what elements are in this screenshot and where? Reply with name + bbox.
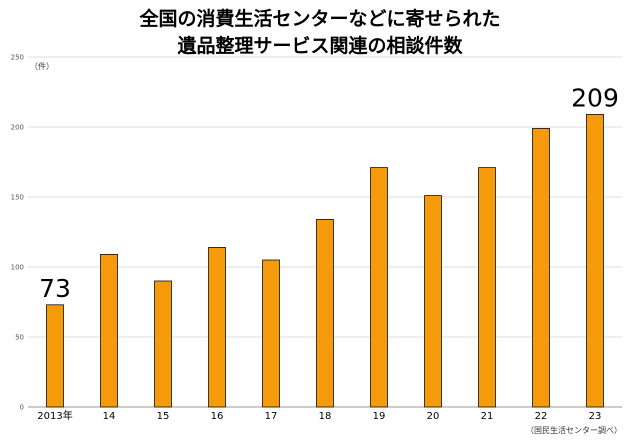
y-tick-label: 250 (11, 54, 24, 62)
x-tick-label: 17 (265, 411, 278, 422)
bar-14 (100, 253, 118, 408)
data-label: 73 (39, 274, 71, 303)
y-tick-label: 50 (15, 334, 24, 342)
y-tick-label: 200 (11, 124, 24, 132)
bar-20 (424, 195, 442, 408)
x-tick-label: 16 (211, 411, 224, 422)
x-tick-label: 15 (157, 411, 170, 422)
x-tick-label: 2013年 (37, 409, 72, 422)
x-tick-label: 21 (481, 411, 494, 422)
y-tick-label: 100 (11, 264, 24, 272)
chart-title: 全国の消費生活センターなどに寄せられた 遺品整理サービス関連の相談件数 (0, 6, 640, 60)
x-tick-label: 20 (427, 411, 440, 422)
bar-17 (262, 259, 280, 408)
y-tick-label: 150 (11, 194, 24, 202)
chart-title-line-2: 遺品整理サービス関連の相談件数 (177, 35, 463, 57)
y-tick-label: 0 (20, 404, 24, 412)
data-label: 209 (571, 83, 619, 112)
bar-15 (154, 280, 172, 408)
x-tick-label: 23 (589, 411, 602, 422)
bar-18 (316, 218, 334, 408)
bar-2013年 (46, 304, 64, 408)
x-tick-label: 18 (319, 411, 332, 422)
y-axis-label: （件） (30, 62, 54, 71)
bar-19 (370, 167, 388, 408)
chart-title-line-1: 全国の消費生活センターなどに寄せられた (139, 8, 501, 30)
source-note: （国民生活センター調べ） (526, 426, 622, 435)
bar-23 (586, 114, 604, 408)
bar-22 (532, 127, 550, 408)
bar-16 (208, 246, 226, 408)
x-tick-label: 14 (103, 411, 116, 422)
x-tick-label: 19 (373, 411, 386, 422)
x-tick-label: 22 (535, 411, 548, 422)
bar-21 (478, 167, 496, 408)
